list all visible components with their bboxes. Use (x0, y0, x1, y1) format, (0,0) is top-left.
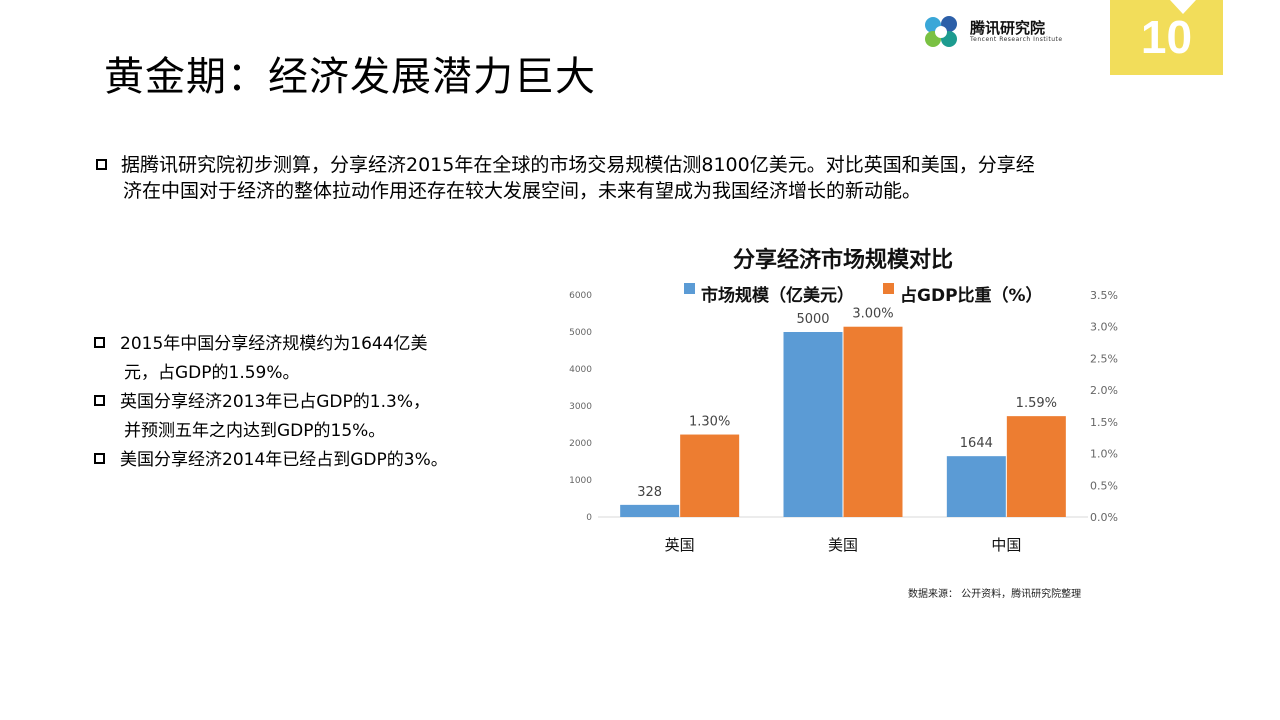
right-axis-tick-label: 2.0% (1090, 384, 1118, 397)
left-axis-tick-label: 4000 (569, 365, 592, 375)
list-item: 美国分享经济2014年已经占到GDP的3%。 (94, 446, 494, 475)
left-axis-tick-label: 6000 (569, 291, 592, 301)
side-bullet-list: 2015年中国分享经济规模约为1644亿美 元，占GDP的1.59%。 英国分享… (94, 330, 494, 475)
bullet-square-icon (94, 453, 105, 464)
side-bullet-line2: 元，占GDP的1.59%。 (124, 363, 300, 383)
logo-subtext: Tencent Research Institute (970, 36, 1063, 43)
data-label-market-size: 1644 (960, 436, 993, 451)
main-bullet: 据腾讯研究院初步测算，分享经济2015年在全球的市场交易规模估测8100亿美元。… (96, 152, 1156, 204)
left-axis-tick-label: 5000 (569, 328, 592, 338)
logo: 腾讯研究院 Tencent Research Institute (922, 14, 1082, 50)
source-note: 数据来源： 公开资料，腾讯研究院整理 (908, 589, 1082, 600)
main-bullet-line2: 济在中国对于经济的整体拉动作用还存在较大发展空间，未来有望成为我国经济增长的新动… (123, 180, 922, 202)
data-label-market-size: 328 (637, 485, 662, 500)
side-bullet-line2: 并预测五年之内达到GDP的15%。 (124, 421, 386, 441)
right-axis-tick-label: 3.0% (1090, 321, 1118, 334)
x-axis-category-label: 英国 (665, 536, 695, 554)
bar-gdp-share (843, 326, 903, 517)
page-notch (1170, 0, 1196, 14)
left-axis-tick-label: 0 (586, 513, 592, 523)
bar-gdp-share (680, 434, 740, 517)
right-axis-tick-label: 0.0% (1090, 511, 1118, 524)
right-axis-tick-label: 2.5% (1090, 352, 1118, 365)
legend-swatch-gdp-share (883, 283, 894, 294)
legend-label-gdp-share: 占GDP比重（%） (900, 285, 1043, 306)
side-bullet-line1: 英国分享经济2013年已占GDP的1.3%， (120, 392, 430, 412)
bar-market-size (946, 456, 1006, 517)
data-label-gdp-share: 1.59% (1016, 396, 1057, 411)
legend-swatch-market-size (684, 283, 695, 294)
legend-label-market-size: 市场规模（亿美元） (701, 285, 854, 306)
right-axis-tick-label: 1.0% (1090, 448, 1118, 461)
page-number: 10 (1140, 11, 1193, 63)
bullet-square-icon (96, 159, 107, 170)
left-axis-tick-label: 3000 (569, 402, 592, 412)
side-bullet-line1: 2015年中国分享经济规模约为1644亿美 (120, 334, 428, 354)
x-axis-category-label: 美国 (828, 536, 858, 554)
logo-text: 腾讯研究院 (970, 19, 1046, 37)
data-label-gdp-share: 3.00% (852, 307, 893, 322)
bar-gdp-share (1006, 416, 1066, 517)
data-label-market-size: 5000 (796, 312, 829, 327)
bar-market-size (783, 332, 843, 517)
data-label-gdp-share: 1.30% (689, 415, 730, 430)
page-title: 黄金期：经济发展潜力巨大 (104, 54, 596, 100)
side-bullet-line1: 美国分享经济2014年已经占到GDP的3%。 (120, 450, 448, 470)
page-number-box: 10 (1110, 0, 1223, 75)
main-bullet-line1: 据腾讯研究院初步测算，分享经济2015年在全球的市场交易规模估测8100亿美元。… (121, 154, 1035, 176)
x-axis-category-label: 中国 (991, 536, 1021, 554)
right-axis-tick-label: 0.5% (1090, 479, 1118, 492)
right-axis-tick-label: 3.5% (1090, 289, 1118, 302)
left-axis-tick-label: 1000 (569, 476, 592, 486)
right-axis-tick-label: 1.5% (1090, 416, 1118, 429)
logo-icon (925, 16, 957, 47)
list-item: 2015年中国分享经济规模约为1644亿美 元，占GDP的1.59%。 (94, 330, 494, 388)
bar-market-size (620, 504, 680, 517)
left-axis-tick-label: 2000 (569, 439, 592, 449)
chart-legend: 市场规模（亿美元） 占GDP比重（%） (684, 283, 1043, 306)
list-item: 英国分享经济2013年已占GDP的1.3%， 并预测五年之内达到GDP的15%。 (94, 388, 494, 446)
bullet-square-icon (94, 337, 105, 348)
bullet-square-icon (94, 395, 105, 406)
chart-title: 分享经济市场规模对比 (733, 247, 953, 273)
